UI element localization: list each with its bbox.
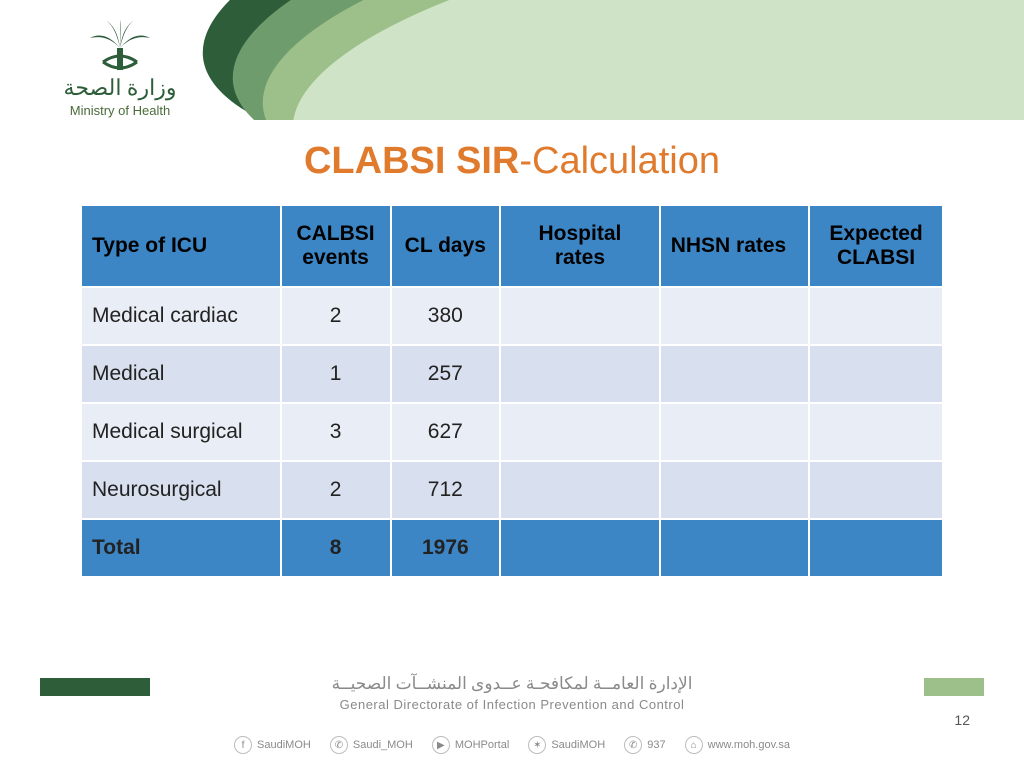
footer-english: General Directorate of Infection Prevent… [0, 696, 1024, 714]
col-type: Type of ICU [81, 205, 281, 287]
cell-exp [809, 519, 943, 577]
title-light: -Calculation [519, 140, 720, 182]
cell-events: 3 [281, 403, 391, 461]
table-body: Medical cardiac 2 380 Medical 1 257 Medi… [81, 287, 943, 577]
social-label: 937 [647, 739, 665, 751]
cell-nhsn [660, 403, 809, 461]
palm-icon [85, 20, 155, 70]
social-label: MOHPortal [455, 739, 509, 751]
cell-exp [809, 403, 943, 461]
table-row: Neurosurgical 2 712 [81, 461, 943, 519]
slide-title: CLABSI SIR-Calculation [0, 140, 1024, 183]
cell-hosp [500, 461, 660, 519]
title-bold: CLABSI SIR [304, 140, 519, 182]
col-nhsn: NHSN rates [660, 205, 809, 287]
cell-label: Neurosurgical [81, 461, 281, 519]
cell-exp [809, 461, 943, 519]
web-icon: ⌂ [685, 736, 703, 754]
col-events: CALBSI events [281, 205, 391, 287]
cell-nhsn [660, 345, 809, 403]
footer-arabic: الإدارة العامــة لمكافحـة عــدوى المنشــ… [0, 672, 1024, 696]
social-chip: ✆ Saudi_MOH [330, 736, 413, 754]
cell-events: 1 [281, 345, 391, 403]
table-row: Medical 1 257 [81, 345, 943, 403]
cell-nhsn [660, 519, 809, 577]
col-cldays: CL days [391, 205, 501, 287]
logo-text-english: Ministry of Health [40, 103, 200, 120]
cell-cldays: 712 [391, 461, 501, 519]
cell-hosp [500, 287, 660, 345]
cell-nhsn [660, 461, 809, 519]
social-chip: ▶ MOHPortal [432, 736, 509, 754]
social-chip: f SaudiMOH [234, 736, 311, 754]
cell-hosp [500, 519, 660, 577]
cell-label: Medical surgical [81, 403, 281, 461]
table-total-row: Total 8 1976 [81, 519, 943, 577]
cell-hosp [500, 345, 660, 403]
table-row: Medical cardiac 2 380 [81, 287, 943, 345]
ministry-logo: وزارة الصحة Ministry of Health [40, 20, 200, 119]
cell-exp [809, 287, 943, 345]
cell-events: 8 [281, 519, 391, 577]
logo-text-arabic: وزارة الصحة [40, 74, 200, 103]
cell-label: Medical [81, 345, 281, 403]
social-label: SaudiMOH [551, 739, 605, 751]
cell-exp [809, 345, 943, 403]
cell-nhsn [660, 287, 809, 345]
youtube-icon: ▶ [432, 736, 450, 754]
social-label: www.moh.gov.sa [708, 739, 790, 751]
cell-cldays: 380 [391, 287, 501, 345]
social-chip: ✆ 937 [624, 736, 665, 754]
social-label: SaudiMOH [257, 739, 311, 751]
social-chip: ✶ SaudiMOH [528, 736, 605, 754]
clabsi-table: Type of ICU CALBSI events CL days Hospit… [80, 204, 944, 578]
cell-cldays: 1976 [391, 519, 501, 577]
footer-directorate: الإدارة العامــة لمكافحـة عــدوى المنشــ… [0, 672, 1024, 714]
snapchat-icon: ✆ [330, 736, 348, 754]
phone-icon: ✆ [624, 736, 642, 754]
cell-hosp [500, 403, 660, 461]
table-header-row: Type of ICU CALBSI events CL days Hospit… [81, 205, 943, 287]
page-number: 12 [954, 712, 970, 728]
col-expected: Expected CLABSI [809, 205, 943, 287]
cell-cldays: 257 [391, 345, 501, 403]
twitter-icon: ✶ [528, 736, 546, 754]
social-label: Saudi_MOH [353, 739, 413, 751]
cell-label: Medical cardiac [81, 287, 281, 345]
cell-events: 2 [281, 287, 391, 345]
cell-cldays: 627 [391, 403, 501, 461]
table-row: Medical surgical 3 627 [81, 403, 943, 461]
col-hospital: Hospital rates [500, 205, 660, 287]
footer-social-row: f SaudiMOH ✆ Saudi_MOH ▶ MOHPortal ✶ Sau… [0, 736, 1024, 754]
cell-label: Total [81, 519, 281, 577]
social-chip: ⌂ www.moh.gov.sa [685, 736, 790, 754]
cell-events: 2 [281, 461, 391, 519]
facebook-icon: f [234, 736, 252, 754]
